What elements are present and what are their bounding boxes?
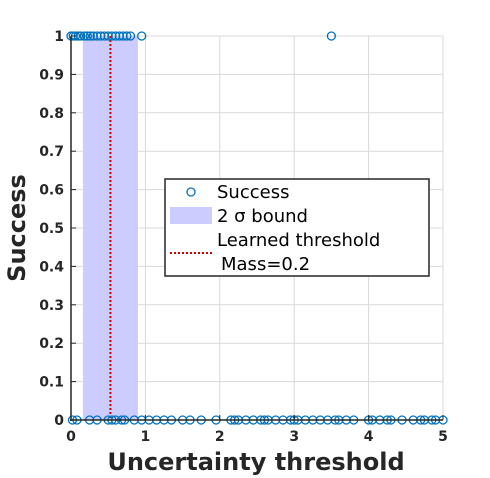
x-tick-label: 4 (364, 429, 374, 445)
y-tick-label: 0 (54, 413, 64, 429)
y-tick-label: 0.7 (39, 144, 64, 160)
success-point (137, 31, 147, 41)
legend-box (164, 178, 430, 277)
success-point (76, 31, 86, 41)
success-point (82, 31, 93, 41)
y-tick-label: 1 (54, 29, 64, 45)
y-tick-label: 0.4 (39, 259, 64, 275)
success-point (125, 31, 136, 41)
y-tick-label: 0.6 (39, 183, 64, 199)
legend-marker-success (186, 187, 196, 197)
y-tick-label: 0.3 (39, 298, 64, 314)
x-tick-label: 0 (66, 429, 76, 445)
legend-label-sigma-bound: 2 σ bound (217, 206, 308, 227)
legend: Success 2 σ bound Learned threshold Mass… (164, 178, 430, 277)
x-axis-ticks: 0 1 2 3 4 5 (66, 415, 448, 445)
legend-label-success: Success (217, 182, 289, 203)
legend-swatch-sigma-bound (170, 207, 212, 224)
y-axis-label: Success (3, 174, 31, 282)
success-point (79, 31, 90, 41)
success-point (85, 31, 95, 41)
success-point (326, 31, 337, 41)
x-tick-label: 3 (289, 429, 299, 445)
legend-label-threshold: Learned threshold (217, 230, 380, 251)
y-tick-label: 0.1 (39, 375, 64, 391)
y-axis-ticks: 0 0.1 0.2 0.3 0.4 0.5 0.6 0.7 0.8 0.9 1 (39, 29, 76, 429)
y-tick-label: 0.9 (39, 67, 64, 83)
x-tick-label: 1 (141, 429, 151, 445)
x-tick-label: 2 (215, 429, 225, 445)
legend-annotation-mass: Mass=0.2 (221, 254, 310, 275)
success-point (122, 31, 132, 41)
x-axis-label: Uncertainty threshold (107, 448, 404, 476)
y-tick-label: 0.8 (39, 106, 64, 122)
y-tick-label: 0.2 (39, 336, 64, 352)
x-tick-label: 5 (438, 429, 448, 445)
y-tick-label: 0.5 (39, 221, 64, 237)
